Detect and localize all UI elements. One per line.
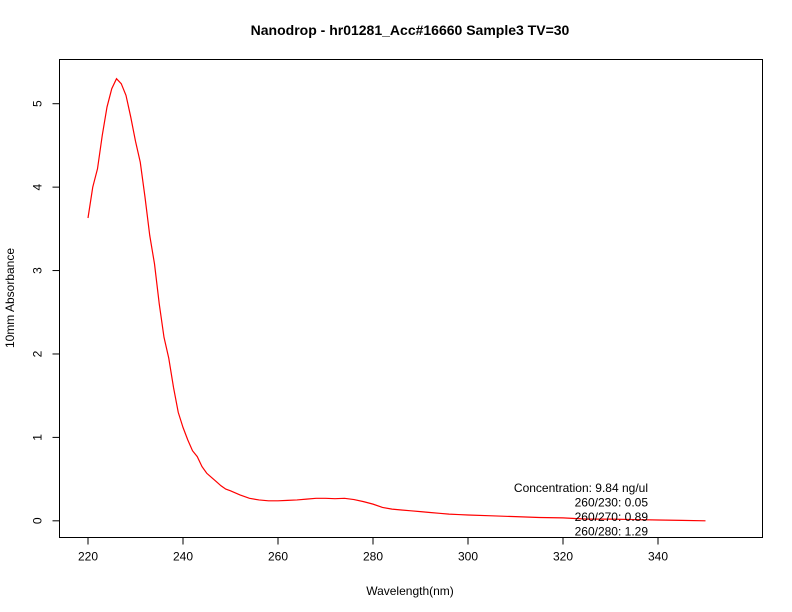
series-layer bbox=[87, 77, 706, 522]
x-tick-label: 300 bbox=[458, 550, 478, 564]
y-tick-label: 5 bbox=[31, 100, 45, 107]
annotation-line: 260/280: 1.29 bbox=[575, 525, 649, 539]
chart-title: Nanodrop - hr01281_Acc#16660 Sample3 TV=… bbox=[251, 22, 570, 38]
annotation-line: 260/230: 0.05 bbox=[575, 496, 649, 510]
x-tick-label: 340 bbox=[648, 550, 668, 564]
y-tick-label: 2 bbox=[31, 350, 45, 357]
y-axis: 0 1 2 3 4 5 bbox=[31, 100, 60, 524]
x-tick-label: 240 bbox=[173, 550, 193, 564]
x-tick-label: 220 bbox=[78, 550, 98, 564]
x-tick-label: 260 bbox=[268, 550, 288, 564]
plot-frame bbox=[59, 59, 763, 538]
absorbance-series-line bbox=[87, 77, 706, 522]
x-axis: 220 240 260 280 300 320 340 bbox=[78, 537, 668, 564]
y-axis-label: 10mm Absorbance bbox=[3, 248, 17, 348]
x-axis-label: Wavelength(nm) bbox=[366, 584, 454, 598]
y-tick-label: 4 bbox=[31, 183, 45, 190]
y-tick-label: 3 bbox=[31, 267, 45, 274]
x-tick-label: 280 bbox=[363, 550, 383, 564]
annotation-line: 260/270: 0.89 bbox=[575, 510, 649, 524]
y-tick-label: 0 bbox=[31, 517, 45, 524]
y-tick-label: 1 bbox=[31, 434, 45, 441]
annotation-line: Concentration: 9.84 ng/ul bbox=[514, 481, 648, 495]
x-tick-label: 320 bbox=[553, 550, 573, 564]
